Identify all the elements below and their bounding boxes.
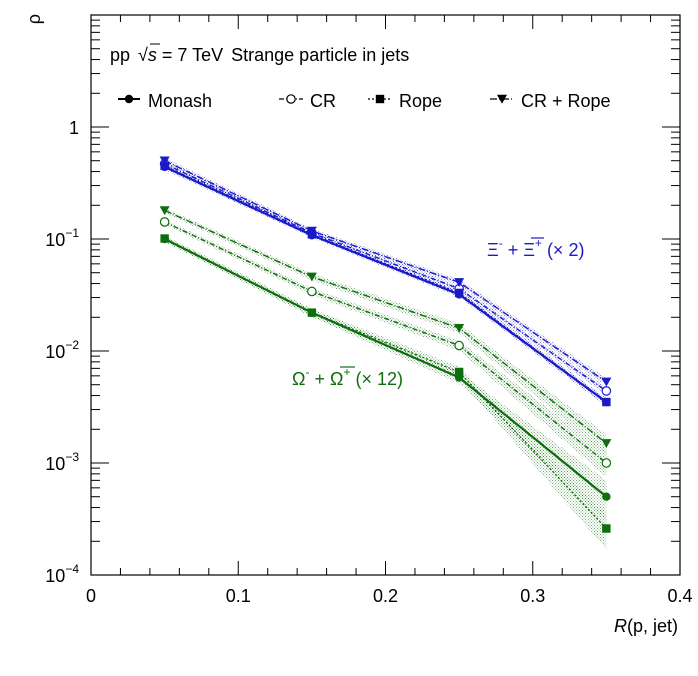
legend-label-cr-rope: CR + Rope [521, 91, 611, 111]
x-tick-label: 0.1 [226, 586, 251, 606]
data-point [601, 439, 612, 448]
x-axis-label: R(p, jet) [614, 616, 678, 636]
y-tick-label: 10−3 [45, 450, 79, 474]
data-point [159, 156, 170, 166]
legend-marker [124, 94, 134, 104]
data-point [307, 286, 317, 297]
y-tick-label: 1 [69, 118, 79, 138]
data-point [454, 278, 465, 288]
data-point [454, 367, 464, 377]
data-point [454, 340, 464, 351]
x-tick-label: 0.3 [520, 586, 545, 606]
x-tick-label: 0.2 [373, 586, 398, 606]
x-tick-label: 0.4 [667, 586, 692, 606]
series-line [164, 160, 607, 383]
legend-label-cr: CR [310, 91, 336, 111]
series-line [164, 165, 607, 403]
data-point [601, 377, 612, 387]
sqrt-s: s [148, 45, 157, 65]
data-point [601, 458, 612, 468]
xi-bar-symbol: Ξ [523, 240, 535, 260]
legend: Monash CR Rope CR + Rope [118, 91, 611, 111]
data-point [602, 524, 611, 533]
data-point [159, 206, 170, 216]
legend-label-monash: Monash [148, 91, 212, 111]
chart-title: pp √s = 7 TeV Strange particle in jets [110, 45, 409, 65]
y-tick-label: 10−2 [45, 338, 79, 362]
series-lines [164, 160, 608, 530]
uncertainty-band [164, 219, 607, 477]
data-point [306, 272, 317, 282]
data-point [160, 161, 169, 171]
group-label-omega: Ω- + Ω+ (× 12) [292, 365, 403, 389]
data-point [602, 397, 611, 407]
x-tick-label: 0 [86, 586, 96, 606]
data-point [306, 226, 317, 236]
uncertainty-band [164, 157, 607, 386]
legend-label-rope: Rope [399, 91, 442, 111]
y-tick-label: 10−4 [45, 562, 79, 586]
omega-bar-symbol: Ω [330, 369, 343, 389]
uncertainty-band [164, 208, 607, 455]
series-line [164, 163, 607, 392]
legend-marker [497, 94, 507, 104]
data-point [160, 234, 169, 243]
series-line [164, 165, 608, 403]
data-point [454, 323, 465, 333]
data-point [602, 492, 611, 501]
series-line [164, 209, 607, 444]
series-line [164, 238, 608, 498]
legend-marker [375, 94, 385, 104]
series-line [164, 221, 607, 464]
y-tick-label: 10−1 [45, 226, 79, 250]
legend-marker [286, 94, 296, 104]
series-line [164, 237, 607, 530]
data-point [307, 308, 317, 317]
data-point [601, 386, 612, 396]
axes: 0 0.1 0.2 0.3 0.4 1 10−1 10−2 10−3 10−4 [45, 15, 693, 606]
data-point [159, 217, 170, 227]
group-label-xi: Ξ- + Ξ+ (× 2) [487, 236, 584, 260]
y-axis-label: ρ [24, 14, 44, 24]
series-markers [159, 156, 612, 533]
data-point [454, 288, 464, 298]
